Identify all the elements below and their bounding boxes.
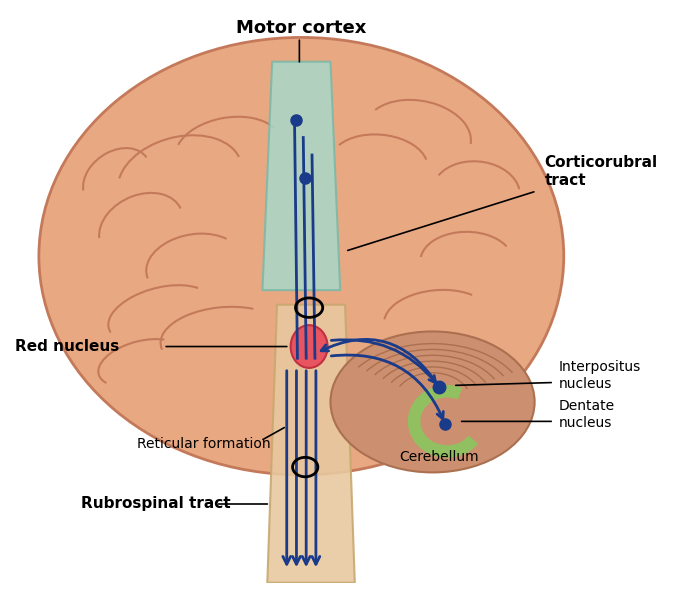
Polygon shape (267, 305, 355, 583)
Ellipse shape (290, 325, 328, 368)
Text: Rubrospinal tract: Rubrospinal tract (81, 496, 231, 511)
Polygon shape (262, 61, 340, 290)
Text: Motor cortex: Motor cortex (236, 19, 367, 37)
Text: Corticorubral
tract: Corticorubral tract (544, 155, 658, 189)
Text: Red nucleus: Red nucleus (14, 339, 119, 354)
Text: Cerebellum: Cerebellum (400, 450, 479, 465)
Text: Interpositus
nucleus: Interpositus nucleus (559, 360, 641, 391)
Text: Reticular formation: Reticular formation (137, 437, 271, 451)
Ellipse shape (39, 37, 564, 475)
Text: Dentate
nucleus: Dentate nucleus (559, 399, 615, 430)
Ellipse shape (330, 332, 534, 472)
